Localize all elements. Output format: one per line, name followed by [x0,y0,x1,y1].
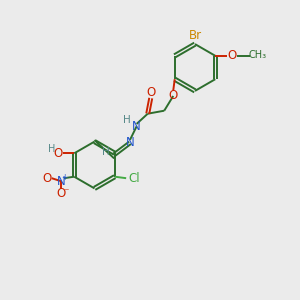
Text: O: O [169,89,178,103]
Text: O: O [56,187,66,200]
Text: ⁻: ⁻ [64,187,69,197]
Text: Br: Br [188,29,202,42]
Text: H: H [124,115,131,125]
Text: N: N [57,175,65,188]
Text: H: H [102,147,110,157]
Text: N: N [132,120,141,133]
Text: O: O [53,147,62,160]
Text: O: O [146,85,155,99]
Text: O: O [227,49,236,62]
Text: CH₃: CH₃ [249,50,267,60]
Text: Cl: Cl [128,172,140,185]
Text: N: N [126,136,134,149]
Text: +: + [61,173,67,182]
Text: H: H [48,144,56,154]
Text: O: O [43,172,52,185]
